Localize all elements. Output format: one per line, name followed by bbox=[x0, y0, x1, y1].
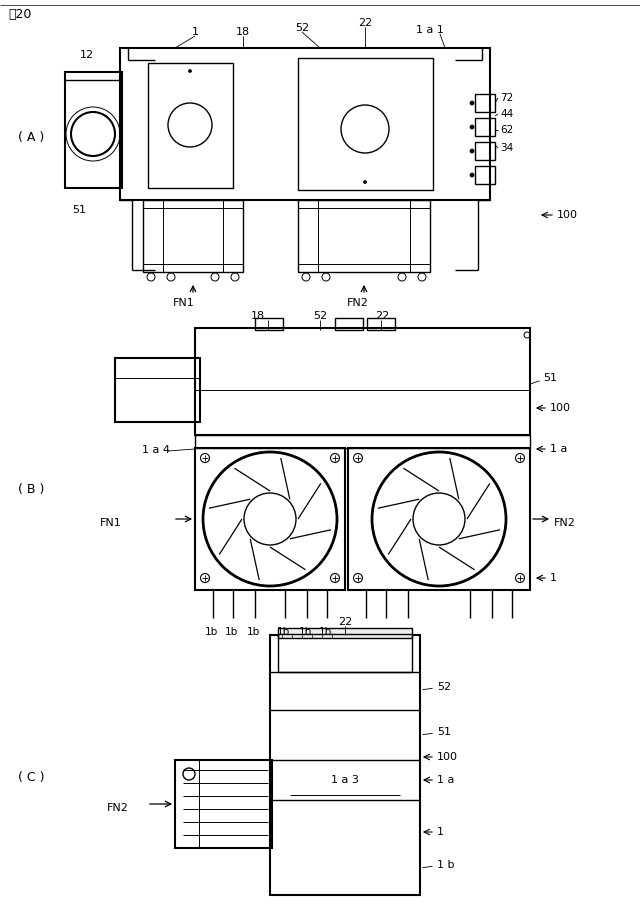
Text: 1: 1 bbox=[550, 573, 557, 583]
Text: 72: 72 bbox=[500, 93, 513, 103]
Text: 1 a: 1 a bbox=[437, 775, 454, 785]
Text: FN2: FN2 bbox=[107, 803, 129, 813]
Text: 100: 100 bbox=[557, 210, 578, 220]
Bar bbox=[175, 760, 272, 848]
Text: 52: 52 bbox=[295, 23, 309, 33]
Text: 22: 22 bbox=[375, 311, 389, 321]
Bar bbox=[195, 448, 345, 590]
Bar bbox=[148, 63, 233, 188]
Bar bbox=[255, 318, 283, 330]
Bar bbox=[195, 328, 530, 435]
Text: 12: 12 bbox=[80, 50, 94, 60]
Bar bbox=[65, 72, 122, 188]
Text: 1b: 1b bbox=[205, 627, 218, 637]
Text: 100: 100 bbox=[550, 403, 571, 413]
Text: 1b: 1b bbox=[319, 627, 332, 637]
Text: 1b: 1b bbox=[225, 627, 238, 637]
Text: FN2: FN2 bbox=[347, 298, 369, 308]
Text: 1: 1 bbox=[437, 827, 444, 837]
Text: 51: 51 bbox=[437, 727, 451, 737]
Bar bbox=[270, 635, 420, 895]
Text: ( A ): ( A ) bbox=[18, 132, 44, 145]
Text: FN1: FN1 bbox=[100, 518, 122, 528]
Text: 52: 52 bbox=[437, 682, 451, 692]
Bar bbox=[475, 118, 495, 136]
Bar bbox=[367, 318, 395, 330]
Bar bbox=[278, 634, 412, 672]
Bar bbox=[120, 48, 490, 200]
Text: 22: 22 bbox=[358, 18, 372, 28]
Text: 100: 100 bbox=[437, 752, 458, 762]
Bar bbox=[348, 448, 530, 590]
Bar bbox=[195, 435, 530, 448]
Text: FN1: FN1 bbox=[173, 298, 195, 308]
Text: 1b: 1b bbox=[299, 627, 312, 637]
Bar bbox=[298, 200, 430, 272]
Text: 22: 22 bbox=[338, 617, 352, 627]
Text: ( B ): ( B ) bbox=[18, 483, 44, 497]
Text: 1b: 1b bbox=[277, 627, 291, 637]
Bar bbox=[475, 142, 495, 160]
Text: 62: 62 bbox=[500, 125, 513, 135]
Circle shape bbox=[364, 180, 367, 184]
Circle shape bbox=[470, 125, 474, 129]
Text: 51: 51 bbox=[72, 205, 86, 215]
Text: 18: 18 bbox=[251, 311, 265, 321]
Text: 1: 1 bbox=[191, 27, 198, 37]
Circle shape bbox=[470, 149, 474, 153]
Text: 1 b: 1 b bbox=[437, 860, 454, 870]
Bar bbox=[298, 58, 433, 190]
Text: 18: 18 bbox=[236, 27, 250, 37]
Text: 1b: 1b bbox=[247, 627, 260, 637]
Text: ( C ): ( C ) bbox=[18, 771, 45, 784]
Text: FN2: FN2 bbox=[554, 518, 576, 528]
Circle shape bbox=[189, 70, 191, 72]
Text: 図20: 図20 bbox=[8, 8, 31, 21]
Text: 1 a 4: 1 a 4 bbox=[142, 445, 170, 455]
Text: 1 a 1: 1 a 1 bbox=[416, 25, 444, 35]
Bar bbox=[475, 94, 495, 112]
Text: 52: 52 bbox=[313, 311, 327, 321]
Bar bbox=[278, 628, 412, 638]
Bar bbox=[115, 358, 200, 422]
Text: 1 a: 1 a bbox=[550, 444, 568, 454]
Text: 1 a 3: 1 a 3 bbox=[331, 775, 359, 785]
Text: 34: 34 bbox=[500, 143, 513, 153]
Bar bbox=[143, 200, 243, 272]
Bar bbox=[475, 166, 495, 184]
Text: 51: 51 bbox=[543, 373, 557, 383]
Circle shape bbox=[470, 173, 474, 177]
Text: 44: 44 bbox=[500, 109, 513, 119]
Bar bbox=[335, 318, 363, 330]
Circle shape bbox=[470, 101, 474, 105]
